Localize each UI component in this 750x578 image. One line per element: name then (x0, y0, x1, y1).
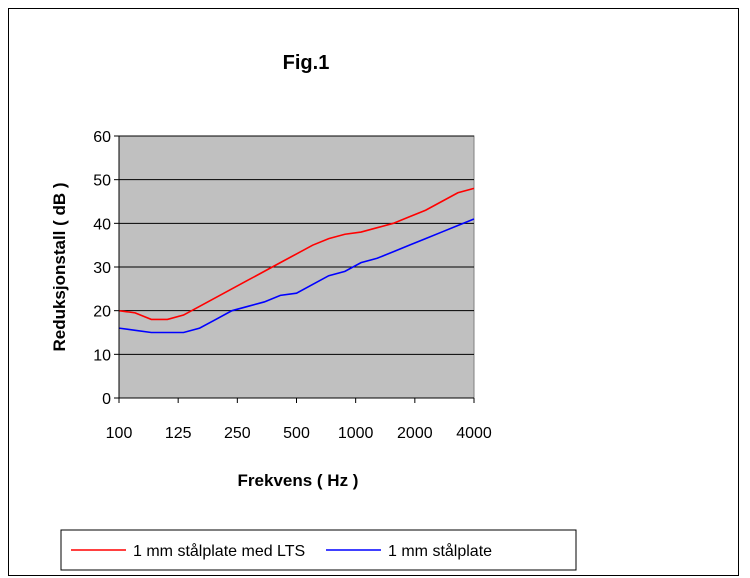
y-tick-label: 0 (102, 391, 111, 408)
legend: 1 mm stålplate med LTS 1 mm stålplate (71, 542, 492, 560)
y-axis-ticks: 0 10 20 30 40 50 60 (93, 129, 119, 408)
legend-box (60, 529, 577, 571)
x-tick-label: 250 (224, 425, 251, 442)
y-axis-title: Reduksjonstall ( dB ) (50, 182, 69, 351)
series-line-2 (118, 218, 475, 334)
y-tick-label: 20 (93, 304, 111, 321)
y-tick-label: 40 (93, 216, 111, 233)
grid-lines (119, 135, 474, 355)
y-tick-label: 30 (93, 260, 111, 277)
chart-svg: Fig.1 0 10 20 30 40 50 60 100 125 250 500 1000 2000… (50, 52, 577, 571)
x-tick-label: 125 (165, 425, 192, 442)
y-tick-label: 50 (93, 173, 111, 190)
y-tick-label: 60 (93, 129, 111, 146)
y-tick-label: 10 (93, 347, 111, 364)
legend-label-2: 1 mm stålplate (388, 542, 492, 560)
x-axis-ticks: 100 125 250 500 1000 2000 4000 (106, 398, 492, 442)
x-tick-label: 2000 (397, 425, 433, 442)
legend-label-1: 1 mm stålplate med LTS (133, 542, 305, 560)
chart-frame: Fig.1 0 10 20 30 40 50 60 100 125 250 500 1000 2000… (8, 8, 739, 576)
x-axis-title: Frekvens ( Hz ) (238, 471, 359, 490)
x-tick-label: 500 (283, 425, 310, 442)
series-lines (118, 187, 475, 334)
series-line-1 (118, 187, 475, 321)
chart-title: Fig.1 (283, 52, 330, 74)
x-tick-label: 4000 (456, 425, 492, 442)
x-tick-label: 100 (106, 425, 133, 442)
x-tick-label: 1000 (338, 425, 374, 442)
